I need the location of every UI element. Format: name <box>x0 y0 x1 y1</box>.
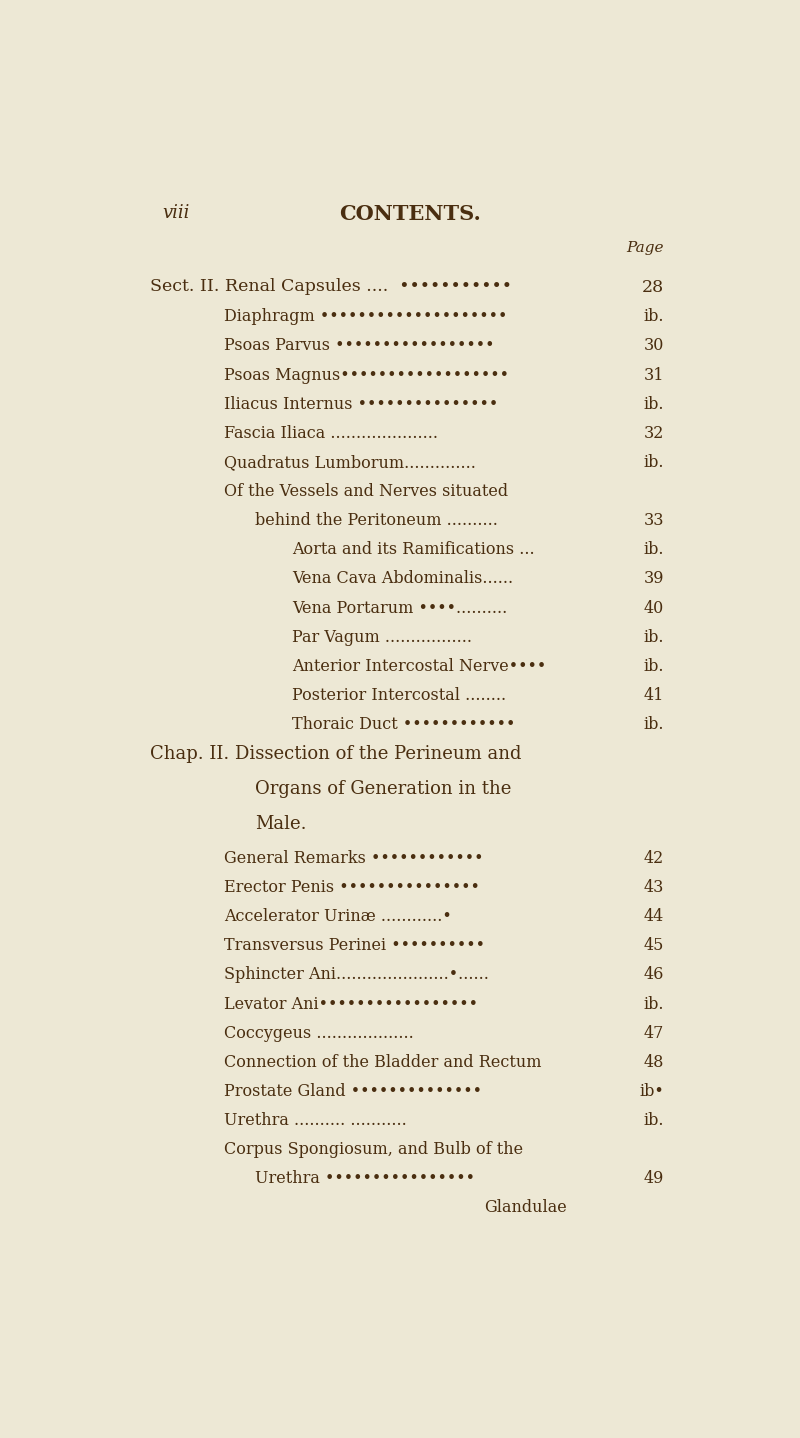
Text: ib.: ib. <box>644 657 664 674</box>
Text: Iliacus Internus •••••••••••••••: Iliacus Internus ••••••••••••••• <box>224 395 498 413</box>
Text: 32: 32 <box>644 424 664 441</box>
Text: ib.: ib. <box>644 628 664 646</box>
Text: ib.: ib. <box>644 995 664 1012</box>
Text: Urethra ••••••••••••••••: Urethra •••••••••••••••• <box>255 1171 475 1188</box>
Text: Accelerator Urinæ ............•: Accelerator Urinæ ............• <box>224 909 452 925</box>
Text: 47: 47 <box>644 1025 664 1041</box>
Text: Transversus Perinei ••••••••••: Transversus Perinei •••••••••• <box>224 938 485 955</box>
Text: Par Vagum .................: Par Vagum ................. <box>292 628 472 646</box>
Text: General Remarks ••••••••••••: General Remarks •••••••••••• <box>224 850 483 867</box>
Text: Sect. II. Renal Capsules ....  •••••••••••: Sect. II. Renal Capsules .... ••••••••••… <box>150 278 512 295</box>
Text: Levator Ani•••••••••••••••••: Levator Ani••••••••••••••••• <box>224 995 478 1012</box>
Text: Psoas Magnus••••••••••••••••••: Psoas Magnus•••••••••••••••••• <box>224 367 509 384</box>
Text: Posterior Intercostal ........: Posterior Intercostal ........ <box>292 687 506 703</box>
Text: 45: 45 <box>644 938 664 955</box>
Text: Connection of the Bladder and Rectum: Connection of the Bladder and Rectum <box>224 1054 542 1071</box>
Text: Male.: Male. <box>255 815 306 833</box>
Text: Organs of Generation in the: Organs of Generation in the <box>255 779 511 798</box>
Text: 40: 40 <box>644 600 664 617</box>
Text: ib.: ib. <box>644 395 664 413</box>
Text: 49: 49 <box>644 1171 664 1188</box>
Text: 41: 41 <box>644 687 664 703</box>
Text: Anterior Intercostal Nerve••••: Anterior Intercostal Nerve•••• <box>292 657 546 674</box>
Text: ib.: ib. <box>644 308 664 325</box>
Text: Aorta and its Ramifications ...: Aorta and its Ramifications ... <box>292 541 535 558</box>
Text: Urethra .......... ...........: Urethra .......... ........... <box>224 1112 406 1129</box>
Text: ib.: ib. <box>644 1112 664 1129</box>
Text: Diaphragm ••••••••••••••••••••: Diaphragm •••••••••••••••••••• <box>224 308 507 325</box>
Text: 39: 39 <box>644 571 664 587</box>
Text: Glandulae: Glandulae <box>485 1199 567 1217</box>
Text: 33: 33 <box>644 512 664 529</box>
Text: Chap. II. Dissection of the Perineum and: Chap. II. Dissection of the Perineum and <box>150 745 521 764</box>
Text: Page: Page <box>626 242 664 255</box>
Text: Erector Penis •••••••••••••••: Erector Penis ••••••••••••••• <box>224 879 480 896</box>
Text: Psoas Parvus •••••••••••••••••: Psoas Parvus ••••••••••••••••• <box>224 338 494 354</box>
Text: Coccygeus ...................: Coccygeus ................... <box>224 1025 414 1041</box>
Text: 44: 44 <box>644 909 664 925</box>
Text: Fascia Iliaca .....................: Fascia Iliaca ..................... <box>224 424 438 441</box>
Text: 28: 28 <box>642 279 664 296</box>
Text: 30: 30 <box>644 338 664 354</box>
Text: 48: 48 <box>644 1054 664 1071</box>
Text: 42: 42 <box>644 850 664 867</box>
Text: ib.: ib. <box>644 454 664 470</box>
Text: Corpus Spongiosum, and Bulb of the: Corpus Spongiosum, and Bulb of the <box>224 1142 523 1158</box>
Text: Vena Portarum ••••..........: Vena Portarum ••••.......... <box>292 600 507 617</box>
Text: 46: 46 <box>644 966 664 984</box>
Text: ib•: ib• <box>639 1083 664 1100</box>
Text: CONTENTS.: CONTENTS. <box>339 204 481 223</box>
Text: Quadratus Lumborum..............: Quadratus Lumborum.............. <box>224 454 476 470</box>
Text: Vena Cava Abdominalis......: Vena Cava Abdominalis...... <box>292 571 514 587</box>
Text: 43: 43 <box>644 879 664 896</box>
Text: Of the Vessels and Nerves situated: Of the Vessels and Nerves situated <box>224 483 508 500</box>
Text: Sphincter Ani......................•......: Sphincter Ani......................•....… <box>224 966 489 984</box>
Text: behind the Peritoneum ..........: behind the Peritoneum .......... <box>255 512 498 529</box>
Text: Prostate Gland ••••••••••••••: Prostate Gland •••••••••••••• <box>224 1083 482 1100</box>
Text: ib.: ib. <box>644 541 664 558</box>
Text: 31: 31 <box>644 367 664 384</box>
Text: viii: viii <box>162 204 190 221</box>
Text: Thoraic Duct ••••••••••••: Thoraic Duct •••••••••••• <box>292 716 515 733</box>
Text: ib.: ib. <box>644 716 664 733</box>
